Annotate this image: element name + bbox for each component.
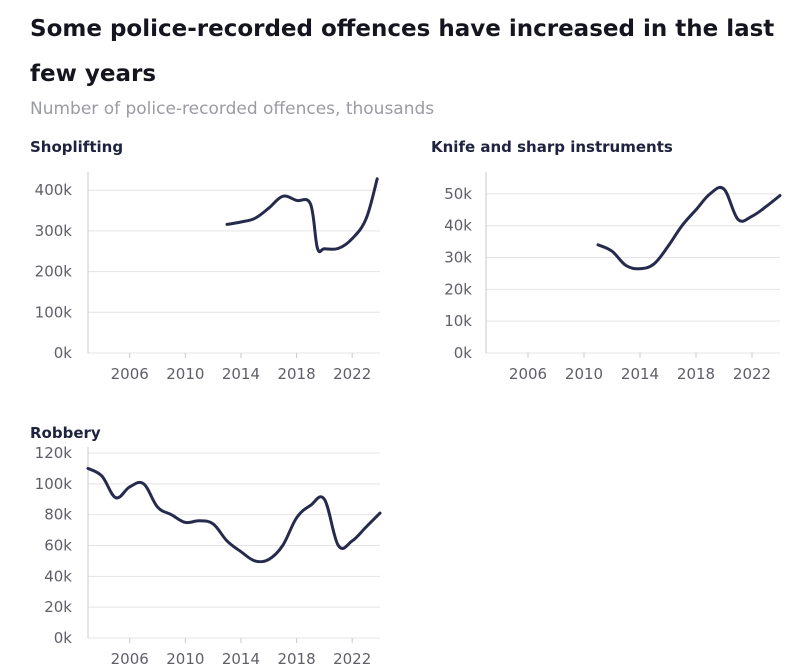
y-tick-label: 30k [444, 249, 472, 267]
x-tick-label: 2010 [166, 650, 204, 668]
chart-subtitle: Number of police-recorded offences, thou… [30, 99, 435, 119]
y-tick-label: 0k [54, 344, 73, 362]
x-tick-label: 2022 [333, 365, 371, 383]
y-tick-label: 20k [44, 598, 72, 616]
x-tick-label: 2010 [565, 365, 603, 383]
panel-title: Robbery [30, 424, 101, 442]
x-tick-label: 2006 [111, 650, 149, 668]
y-tick-label: 10k [444, 312, 472, 330]
x-tick-label: 2014 [222, 650, 260, 668]
x-tick-label: 2018 [277, 365, 315, 383]
y-tick-label: 120k [35, 444, 73, 462]
x-tick-label: 2018 [677, 365, 715, 383]
y-tick-label: 100k [35, 303, 73, 321]
y-tick-label: 40k [444, 217, 472, 235]
x-tick-label: 2022 [333, 650, 371, 668]
y-tick-label: 0k [54, 629, 73, 647]
panel-title: Knife and sharp instruments [431, 138, 673, 156]
y-tick-label: 0k [454, 344, 473, 362]
y-tick-label: 80k [44, 506, 72, 524]
y-tick-label: 60k [44, 537, 72, 555]
x-tick-label: 2006 [111, 365, 149, 383]
y-tick-label: 100k [35, 475, 73, 493]
x-tick-label: 2018 [277, 650, 315, 668]
y-tick-label: 300k [35, 222, 73, 240]
y-tick-label: 200k [35, 263, 73, 281]
x-tick-label: 2010 [166, 365, 204, 383]
x-tick-label: 2014 [621, 365, 659, 383]
x-tick-label: 2014 [222, 365, 260, 383]
series-line [86, 466, 382, 564]
y-tick-label: 40k [44, 567, 72, 585]
y-tick-label: 400k [35, 181, 73, 199]
chart-title: Some police-recorded offences have incre… [30, 16, 775, 87]
y-tick-label: 20k [444, 280, 472, 298]
series-line [225, 177, 379, 254]
series-line [596, 185, 782, 271]
panel-title: Shoplifting [30, 138, 123, 156]
x-tick-label: 2022 [733, 365, 771, 383]
y-tick-label: 50k [444, 185, 472, 203]
x-tick-label: 2006 [509, 365, 547, 383]
